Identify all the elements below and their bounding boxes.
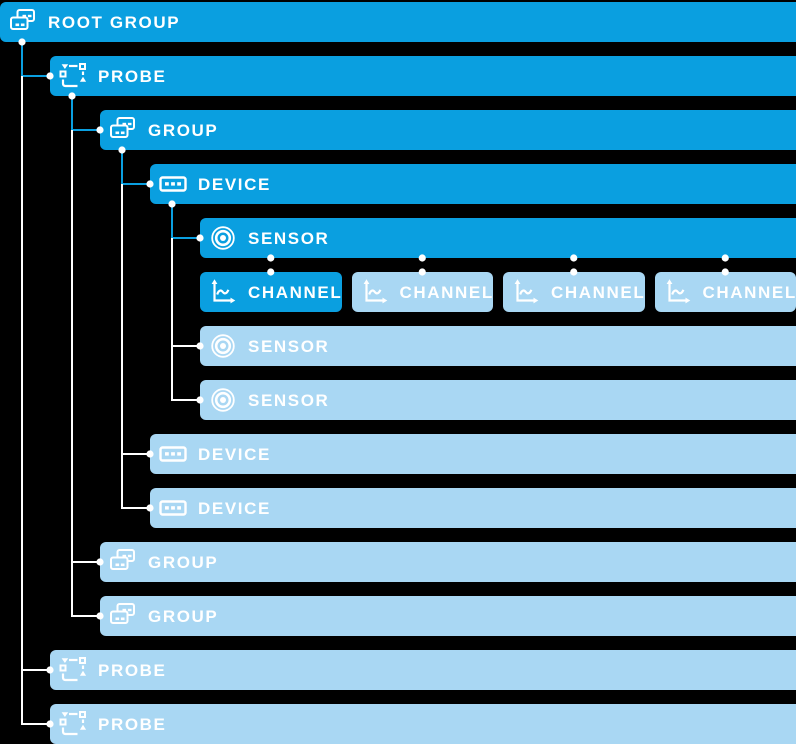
node-label: DEVICE [198,444,271,464]
tree-node-group-3: GROUP [100,596,796,636]
tree-node-group-2: GROUP [100,542,796,582]
tree-node-sensor-1: SENSOR [200,218,796,258]
device-icon [159,440,187,468]
group-icon [109,602,137,630]
channel-icon [664,278,692,306]
group-icon [9,8,37,36]
node-label: CHANNEL [399,282,494,302]
tree-node-device-3: DEVICE [150,488,796,528]
connector-root-to-probe-1 [21,42,50,77]
channel-icon [361,278,389,306]
connector-device-1-to-sensor-1 [171,204,200,239]
node-label: CHANNEL [551,282,646,302]
group-icon [109,116,137,144]
node-label: DEVICE [198,498,271,518]
node-label: PROBE [98,66,167,86]
node-label: ROOT GROUP [48,12,181,32]
tree-node-probe-3: PROBE [50,704,796,744]
node-label: GROUP [148,606,219,626]
tree-node-group-1: GROUP [100,110,796,150]
node-label: CHANNEL [702,282,796,302]
node-label: SENSOR [248,336,330,356]
node-label: GROUP [148,120,219,140]
channel-icon [512,278,540,306]
tree-node-device-1: DEVICE [150,164,796,204]
channel-icon [209,278,237,306]
connector-device-1-trunk-muted [171,238,200,401]
node-label: PROBE [98,714,167,734]
connector-group-1-trunk-muted [121,184,150,509]
probe-icon [59,62,87,90]
device-icon [159,170,187,198]
probe-icon [59,710,87,738]
sensor-icon [209,332,237,360]
node-label: PROBE [98,660,167,680]
device-icon [159,494,187,522]
connector-group-1-to-device-1 [121,150,150,185]
tree-node-channel-2: CHANNEL [351,272,494,312]
tree-node-root-group: ROOT GROUP [0,2,796,42]
group-icon [109,548,137,576]
tree-node-probe-2: PROBE [50,650,796,690]
node-label: SENSOR [248,390,330,410]
tree-node-channel-4: CHANNEL [654,272,796,312]
node-label: DEVICE [198,174,271,194]
sensor-icon [209,386,237,414]
tree-node-device-2: DEVICE [150,434,796,474]
tree-node-sensor-2: SENSOR [200,326,796,366]
tree-node-probe-1: PROBE [50,56,796,96]
node-label: CHANNEL [248,282,343,302]
connector-probe-1-to-group-1 [71,96,100,131]
sensor-icon [209,224,237,252]
connector-probe-1-trunk-muted [71,130,100,617]
tree-node-sensor-3: SENSOR [200,380,796,420]
tree-node-channel-1: CHANNEL [200,272,342,312]
node-label: GROUP [148,552,219,572]
probe-icon [59,656,87,684]
tree-node-channel-3: CHANNEL [503,272,645,312]
connector-root-trunk-muted [21,76,50,725]
node-label: SENSOR [248,228,330,248]
